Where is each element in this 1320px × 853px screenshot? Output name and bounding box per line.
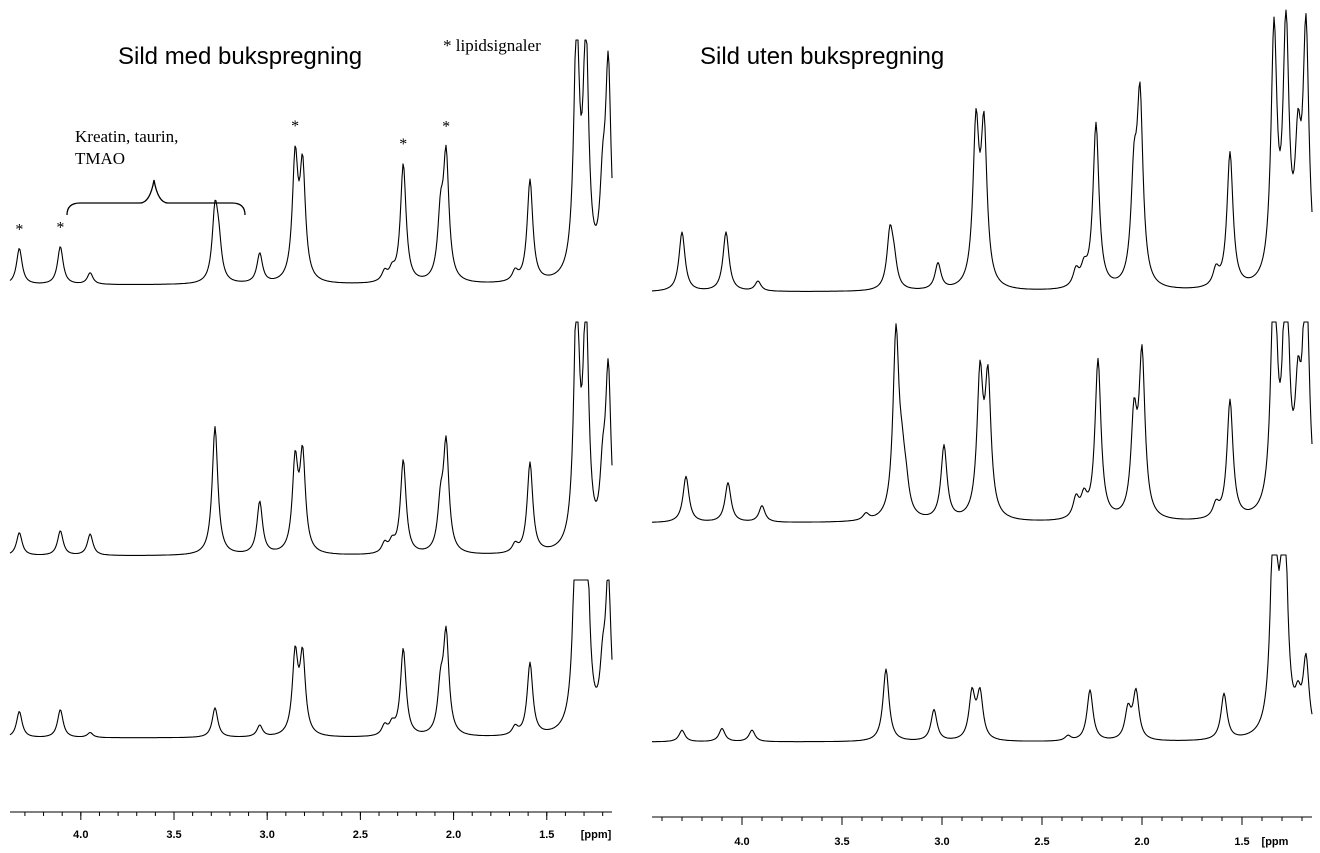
left-x-axis: 4.0 3.5 3.0 2.5 2.0 1.5 [ppm] bbox=[10, 811, 612, 841]
tick-label: 2.0 bbox=[446, 829, 461, 841]
tick-label: 1.5 bbox=[539, 829, 554, 841]
metabolite-annotation-line2: TMAO bbox=[75, 149, 125, 168]
left-panel: Sild med bukspregning * lipidsignaler Kr… bbox=[9, 36, 613, 841]
x-axis-unit-label: [ppm] bbox=[581, 829, 612, 841]
tick-label: 3.0 bbox=[934, 836, 949, 848]
right-panel: Sild uten bukspregning 4.0 3.5 3.0 2.5 2.0 1.… bbox=[651, 9, 1313, 848]
lipid-star-markers: * * * * * bbox=[15, 118, 450, 238]
tick-label: 3.5 bbox=[166, 829, 181, 841]
lipid-star-marker: * bbox=[56, 219, 64, 236]
tick-label: 2.5 bbox=[1034, 836, 1049, 848]
lipid-star-marker: * bbox=[442, 119, 450, 136]
spectrum-trace-1 bbox=[651, 9, 1313, 292]
tick-label: 2.0 bbox=[1134, 836, 1149, 848]
lipid-star-marker: * bbox=[291, 118, 299, 135]
metabolite-bracket bbox=[66, 179, 246, 216]
tick-label: 1.5 bbox=[1234, 836, 1249, 848]
lipid-legend-note: * lipidsignaler bbox=[443, 36, 541, 55]
spectrum-trace-2 bbox=[652, 321, 1313, 523]
lipid-star-marker: * bbox=[15, 221, 23, 238]
x-axis-unit-label: [ppm bbox=[1262, 836, 1289, 848]
lipid-star-marker: * bbox=[399, 136, 407, 153]
tick-label: 4.0 bbox=[73, 829, 88, 841]
tick-label: 3.0 bbox=[260, 829, 275, 841]
right-x-axis: 4.0 3.5 3.0 2.5 2.0 1.5 [ppm bbox=[652, 816, 1312, 848]
tick-label: 2.5 bbox=[353, 829, 368, 841]
tick-label: 3.5 bbox=[834, 836, 849, 848]
spectrum-trace-2 bbox=[9, 321, 613, 556]
spectrum-trace-3 bbox=[652, 554, 1313, 743]
tick-label: 4.0 bbox=[734, 836, 749, 848]
spectrum-trace-1 bbox=[9, 39, 613, 285]
right-spectra bbox=[651, 9, 1313, 743]
right-panel-title: Sild uten bukspregning bbox=[700, 43, 944, 70]
spectrum-trace-3 bbox=[9, 579, 613, 739]
metabolite-annotation-line1: Kreatin, taurin, bbox=[75, 127, 178, 146]
left-panel-title: Sild med bukspregning bbox=[118, 43, 362, 70]
left-spectra bbox=[9, 39, 613, 739]
